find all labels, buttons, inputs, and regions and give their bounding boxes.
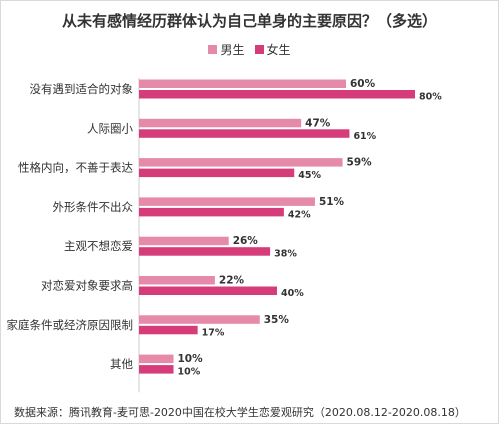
bar-male bbox=[139, 276, 215, 285]
data-label-female: 45% bbox=[298, 170, 321, 181]
bar-male bbox=[139, 236, 229, 246]
legend-label-male: 男生 bbox=[220, 43, 245, 57]
data-label-female: 38% bbox=[274, 249, 297, 260]
bar-female bbox=[139, 168, 295, 178]
legend-swatch-female bbox=[254, 45, 264, 54]
bar-female bbox=[139, 129, 350, 138]
bar-male bbox=[139, 315, 260, 324]
data-label-female: 61% bbox=[353, 131, 376, 142]
category-label: 对恋爱对象要求高 bbox=[41, 279, 133, 293]
data-label-female: 42% bbox=[288, 209, 311, 220]
chart-title: 从未有感情经历群体认为自己单身的主要原因？（多选） bbox=[61, 12, 437, 30]
bar-female bbox=[139, 90, 415, 99]
data-label-female: 17% bbox=[202, 327, 225, 338]
bar-male bbox=[139, 118, 302, 128]
bar-female bbox=[139, 207, 284, 217]
data-label-male: 60% bbox=[350, 78, 376, 90]
bar-male bbox=[139, 158, 343, 167]
data-label-male: 22% bbox=[219, 275, 245, 287]
bar-male bbox=[139, 354, 174, 364]
data-label-female: 80% bbox=[419, 92, 442, 103]
legend-item-male: 男生 bbox=[208, 41, 245, 58]
bar-female bbox=[139, 325, 198, 335]
data-label-male: 35% bbox=[264, 314, 290, 326]
category-label: 主观不想恋爱 bbox=[64, 239, 133, 253]
legend: 男生 女生 bbox=[0, 41, 499, 58]
legend-item-female: 女生 bbox=[254, 41, 291, 58]
source-note: 数据来源：腾讯教育-麦可思-2020中国在校大学生恋爱观研究（2020.08.1… bbox=[14, 406, 466, 419]
legend-swatch-male bbox=[208, 45, 218, 54]
bar-male bbox=[139, 79, 346, 88]
data-label-male: 10% bbox=[178, 353, 204, 365]
data-label-male: 51% bbox=[319, 196, 345, 208]
data-label-male: 26% bbox=[233, 235, 259, 247]
legend-label-female: 女生 bbox=[266, 43, 291, 57]
data-label-male: 47% bbox=[305, 117, 331, 129]
category-label: 其他 bbox=[110, 357, 133, 371]
category-label: 性格内向，不善于表达 bbox=[18, 161, 133, 175]
category-label: 没有遇到适合的对象 bbox=[30, 82, 134, 96]
data-label-male: 59% bbox=[347, 157, 373, 169]
category-label: 家庭条件或经济原因限制 bbox=[7, 318, 134, 332]
category-label: 外形条件不出众 bbox=[53, 200, 134, 214]
bar-male bbox=[139, 197, 315, 206]
bar-female bbox=[139, 247, 271, 256]
data-label-female: 10% bbox=[178, 367, 201, 378]
category-label: 人际圈小 bbox=[87, 121, 133, 135]
data-label-female: 40% bbox=[281, 288, 304, 299]
bar-female bbox=[139, 365, 174, 374]
bar-female bbox=[139, 286, 277, 295]
